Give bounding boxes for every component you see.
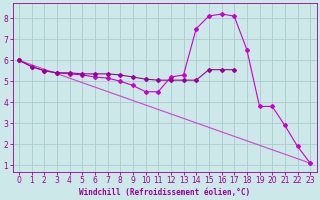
X-axis label: Windchill (Refroidissement éolien,°C): Windchill (Refroidissement éolien,°C) <box>79 188 250 197</box>
